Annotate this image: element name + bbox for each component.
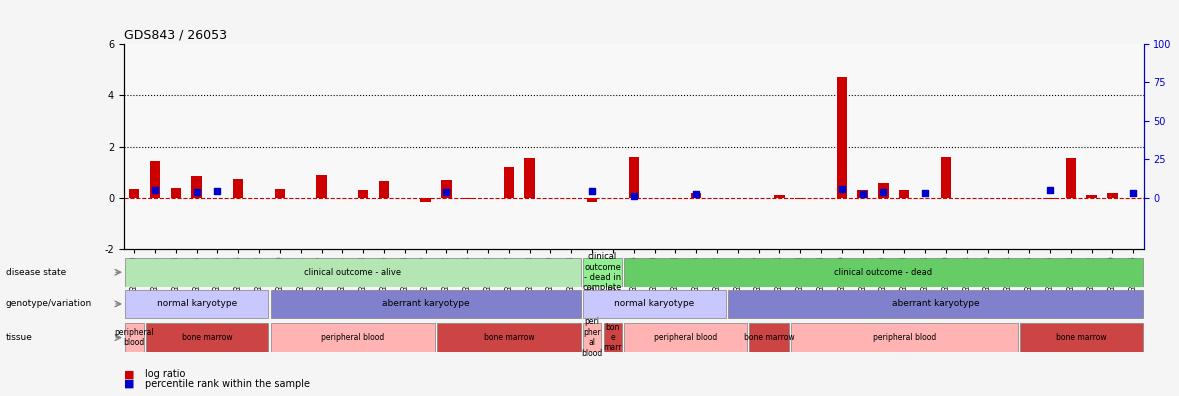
- FancyBboxPatch shape: [604, 323, 623, 352]
- FancyBboxPatch shape: [270, 323, 435, 352]
- Bar: [857, 190, 868, 198]
- Bar: [171, 188, 182, 198]
- Bar: [900, 190, 909, 198]
- Point: [832, 186, 851, 192]
- Text: bone marrow: bone marrow: [182, 333, 232, 342]
- Text: clinical outcome - alive: clinical outcome - alive: [304, 268, 401, 277]
- Point: [624, 192, 643, 199]
- Point: [145, 187, 164, 193]
- Bar: [775, 195, 784, 198]
- Text: tissue: tissue: [6, 333, 33, 342]
- Point: [874, 188, 893, 195]
- Text: disease state: disease state: [6, 268, 66, 277]
- Bar: [150, 161, 160, 198]
- Bar: [691, 193, 702, 198]
- Bar: [378, 181, 389, 198]
- Text: peripheral blood: peripheral blood: [872, 333, 936, 342]
- Text: bone marrow: bone marrow: [483, 333, 534, 342]
- Point: [1041, 187, 1060, 193]
- Bar: [316, 175, 327, 198]
- Text: normal karyotype: normal karyotype: [157, 299, 237, 308]
- Text: bone marrow: bone marrow: [744, 333, 795, 342]
- Text: log ratio: log ratio: [145, 369, 185, 379]
- Text: ■: ■: [124, 379, 134, 389]
- Bar: [1107, 193, 1118, 198]
- Text: aberrant karyotype: aberrant karyotype: [891, 299, 980, 308]
- Bar: [191, 176, 202, 198]
- Bar: [275, 189, 285, 198]
- Text: peri
pher
al
blood: peri pher al blood: [581, 318, 602, 358]
- Bar: [129, 189, 139, 198]
- Text: clinical
outcome
- dead in
complete: clinical outcome - dead in complete: [582, 252, 623, 292]
- FancyBboxPatch shape: [1020, 323, 1142, 352]
- FancyBboxPatch shape: [791, 323, 1017, 352]
- Text: ■: ■: [124, 369, 134, 379]
- FancyBboxPatch shape: [625, 323, 747, 352]
- Bar: [837, 77, 847, 198]
- Bar: [587, 198, 598, 202]
- Text: percentile rank within the sample: percentile rank within the sample: [145, 379, 310, 389]
- Point: [1124, 190, 1142, 196]
- FancyBboxPatch shape: [582, 290, 726, 318]
- Point: [208, 188, 226, 194]
- FancyBboxPatch shape: [146, 323, 269, 352]
- Point: [187, 189, 206, 195]
- Point: [854, 191, 872, 197]
- FancyBboxPatch shape: [582, 258, 623, 287]
- Bar: [462, 198, 473, 199]
- FancyBboxPatch shape: [270, 290, 580, 318]
- Bar: [1066, 158, 1076, 198]
- FancyBboxPatch shape: [729, 290, 1142, 318]
- Bar: [525, 158, 535, 198]
- Bar: [1045, 198, 1055, 199]
- Text: clinical outcome - dead: clinical outcome - dead: [835, 268, 933, 277]
- Text: normal karyotype: normal karyotype: [614, 299, 694, 308]
- Bar: [233, 179, 244, 198]
- Bar: [358, 190, 368, 198]
- Bar: [503, 167, 514, 198]
- Bar: [941, 157, 951, 198]
- Bar: [795, 198, 805, 199]
- Text: peripheral blood: peripheral blood: [321, 333, 384, 342]
- Bar: [441, 180, 452, 198]
- Point: [686, 190, 705, 197]
- FancyBboxPatch shape: [437, 323, 580, 352]
- Text: aberrant karyotype: aberrant karyotype: [382, 299, 469, 308]
- FancyBboxPatch shape: [625, 258, 1142, 287]
- Text: bon
e
marr: bon e marr: [604, 323, 623, 352]
- Text: peripheral blood: peripheral blood: [654, 333, 717, 342]
- Bar: [1086, 195, 1096, 198]
- FancyBboxPatch shape: [125, 323, 144, 352]
- FancyBboxPatch shape: [125, 258, 580, 287]
- Text: peripheral
blood: peripheral blood: [114, 328, 154, 347]
- Bar: [421, 198, 430, 202]
- FancyBboxPatch shape: [582, 323, 601, 352]
- Bar: [628, 157, 639, 198]
- Text: genotype/variation: genotype/variation: [6, 299, 92, 308]
- Text: GDS843 / 26053: GDS843 / 26053: [124, 28, 226, 41]
- Point: [437, 188, 456, 195]
- FancyBboxPatch shape: [125, 290, 269, 318]
- Point: [916, 190, 935, 196]
- Text: bone marrow: bone marrow: [1056, 333, 1107, 342]
- Point: [582, 188, 601, 194]
- FancyBboxPatch shape: [749, 323, 789, 352]
- Bar: [878, 183, 889, 198]
